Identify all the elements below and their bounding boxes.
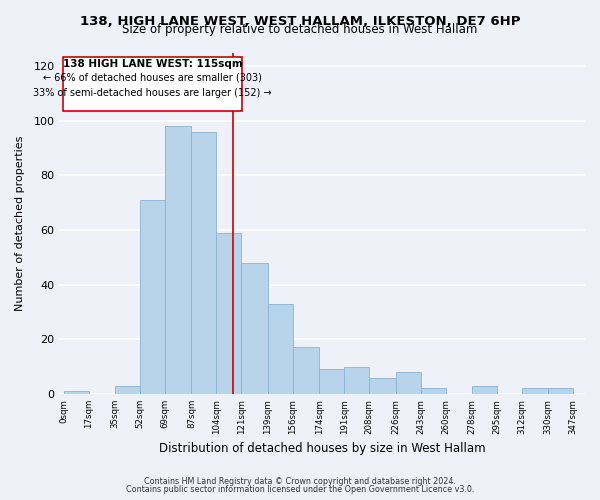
Text: Size of property relative to detached houses in West Hallam: Size of property relative to detached ho…: [122, 22, 478, 36]
Bar: [522, 388, 548, 394]
Text: 33% of semi-detached houses are larger (152) →: 33% of semi-detached houses are larger (…: [33, 88, 272, 98]
X-axis label: Distribution of detached houses by size in West Hallam: Distribution of detached houses by size …: [159, 442, 485, 455]
Bar: [395, 372, 421, 394]
Bar: [421, 388, 446, 394]
Bar: [241, 263, 268, 394]
Text: Contains HM Land Registry data © Crown copyright and database right 2024.: Contains HM Land Registry data © Crown c…: [144, 477, 456, 486]
Bar: [268, 304, 293, 394]
Text: ← 66% of detached houses are smaller (303): ← 66% of detached houses are smaller (30…: [43, 73, 262, 83]
Bar: [115, 386, 140, 394]
Text: 138 HIGH LANE WEST: 115sqm: 138 HIGH LANE WEST: 115sqm: [62, 60, 242, 70]
Bar: [319, 370, 344, 394]
Bar: [472, 386, 497, 394]
Bar: [217, 233, 241, 394]
Bar: [293, 348, 319, 394]
Bar: [191, 132, 217, 394]
Y-axis label: Number of detached properties: Number of detached properties: [15, 136, 25, 311]
Bar: [165, 126, 191, 394]
Text: Contains public sector information licensed under the Open Government Licence v3: Contains public sector information licen…: [126, 484, 474, 494]
Bar: [369, 378, 395, 394]
FancyBboxPatch shape: [63, 56, 242, 111]
Bar: [548, 388, 573, 394]
Bar: [64, 391, 89, 394]
Bar: [140, 200, 165, 394]
Text: 138, HIGH LANE WEST, WEST HALLAM, ILKESTON, DE7 6HP: 138, HIGH LANE WEST, WEST HALLAM, ILKEST…: [80, 15, 520, 28]
Bar: [344, 366, 369, 394]
